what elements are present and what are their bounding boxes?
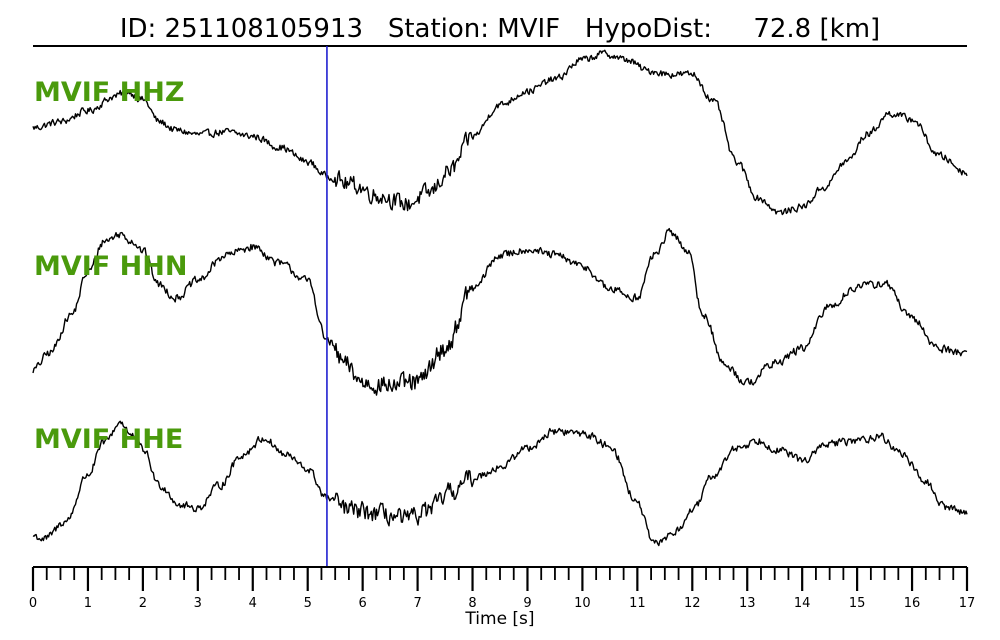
time-axis: 0 1 2 3 4 5 6 7 8 9 10 11 12 13 14 15 16 17 Time [s] bbox=[29, 566, 975, 629]
tick-marks bbox=[31, 567, 969, 591]
trace-mvif-hhz bbox=[32, 49, 968, 216]
x-tick-label: 7 bbox=[413, 596, 421, 611]
x-tick-label: 11 bbox=[629, 596, 646, 611]
x-tick-label: 4 bbox=[249, 596, 257, 611]
x-tick-label: 12 bbox=[684, 596, 701, 611]
x-tick-label: 3 bbox=[194, 596, 202, 611]
x-tick-label: 14 bbox=[794, 596, 811, 611]
trace-label: MVIF HHE bbox=[34, 424, 183, 455]
x-tick-label: 6 bbox=[359, 596, 367, 611]
x-tick-label: 5 bbox=[304, 596, 312, 611]
x-tick-label: 17 bbox=[959, 596, 976, 611]
x-tick-label: 0 bbox=[29, 596, 37, 611]
x-tick-label: 16 bbox=[904, 596, 921, 611]
trace-mvif-hhn bbox=[32, 227, 968, 396]
tick-labels: 0 1 2 3 4 5 6 7 8 9 10 11 12 13 14 15 16 17 bbox=[29, 596, 975, 611]
x-axis-label: Time [s] bbox=[464, 609, 534, 629]
chart-title: ID: 251108105913 Station: MVIF HypoDist:… bbox=[120, 14, 880, 44]
x-tick-label: 9 bbox=[523, 596, 531, 611]
x-tick-label: 13 bbox=[739, 596, 756, 611]
trace-label-layer: MVIF HHZ MVIF HHN MVIF HHE bbox=[34, 77, 187, 455]
trace-layer bbox=[32, 49, 968, 547]
x-tick-label: 15 bbox=[849, 596, 866, 611]
trace-mvif-hhe bbox=[32, 420, 968, 547]
trace-label: MVIF HHZ bbox=[34, 77, 184, 108]
trace-label: MVIF HHN bbox=[34, 251, 187, 282]
x-tick-label: 2 bbox=[139, 596, 147, 611]
x-tick-label: 8 bbox=[468, 596, 476, 611]
x-tick-label: 10 bbox=[574, 596, 591, 611]
x-tick-label: 1 bbox=[84, 596, 92, 611]
